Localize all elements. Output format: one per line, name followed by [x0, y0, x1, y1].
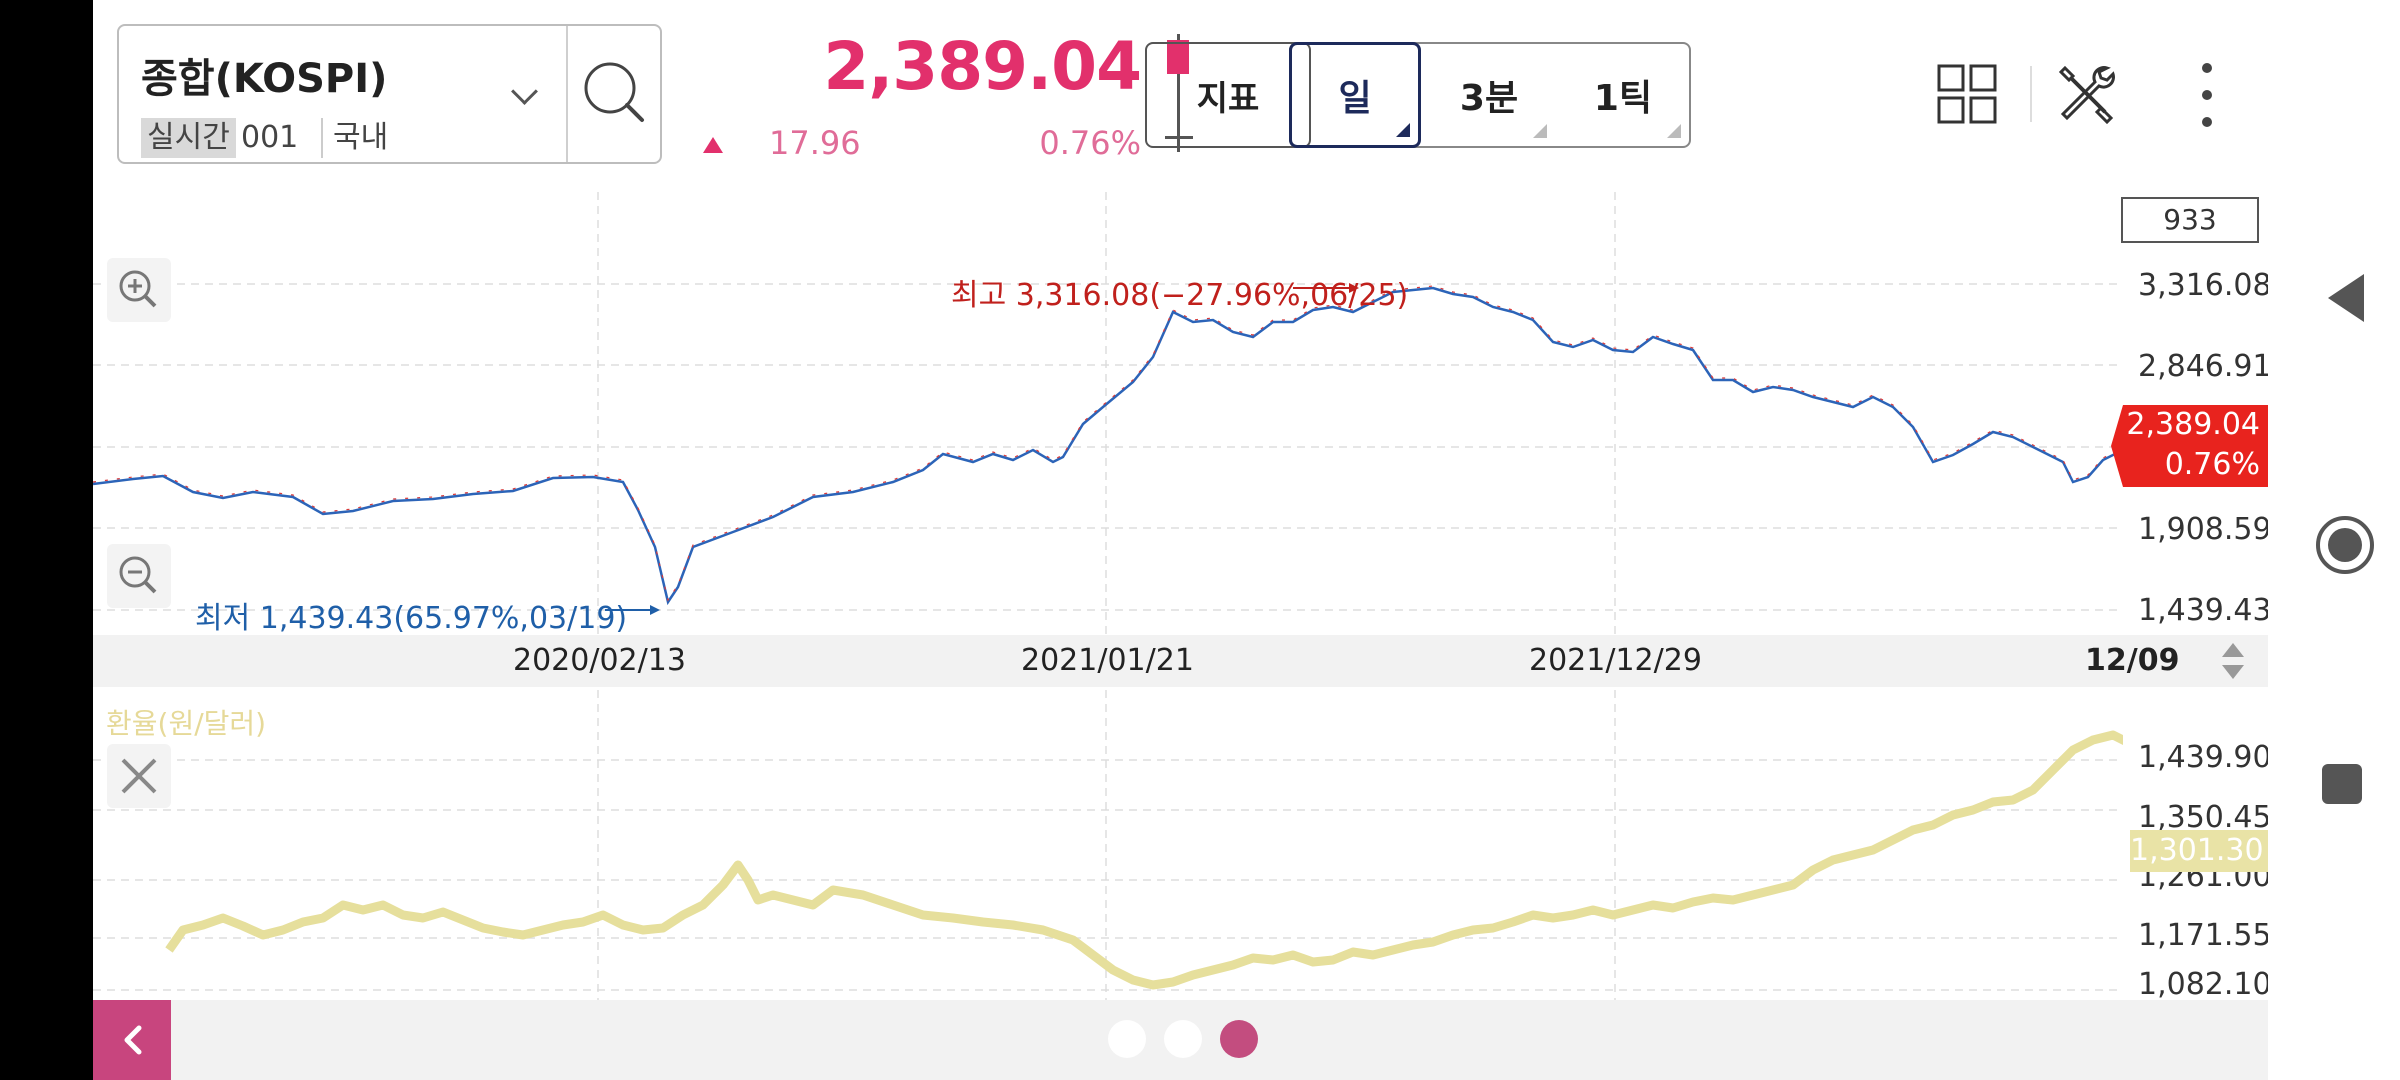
page-dot[interactable] — [1164, 1020, 1202, 1058]
fx-chart-title: 환율(원/달러) — [106, 707, 267, 740]
y-tick-label: 1,908.59 — [2138, 512, 2268, 547]
indicator-button[interactable]: 지표 — [1145, 42, 1311, 148]
market-region: 국내 — [321, 118, 388, 158]
divider — [2030, 66, 2032, 122]
y-tick-label: 3,316.08 — [2138, 268, 2268, 303]
zoom-in-button[interactable] — [107, 258, 171, 322]
home-circle-icon[interactable] — [2314, 514, 2376, 576]
x-tick-label: 2020/02/13 — [513, 643, 686, 678]
price-change: 17.96 — [769, 124, 861, 162]
market-selector[interactable]: 종합(KOSPI) 실시간 001 국내 — [117, 24, 662, 164]
fx-y-tick-label: 1,171.55 — [2138, 918, 2268, 953]
current-rate-value: 0.76% — [2164, 447, 2260, 482]
tools-icon[interactable] — [2055, 62, 2117, 124]
scroll-arrows-icon[interactable] — [2218, 641, 2248, 681]
period-3min-button[interactable]: 3분 — [1423, 44, 1555, 146]
period-day-button[interactable]: 일 — [1289, 42, 1421, 148]
current-price: 2,389.04 — [823, 28, 1142, 105]
search-icon — [584, 62, 644, 122]
kospi-chart[interactable] — [93, 192, 2123, 635]
candle-count[interactable]: 933 — [2121, 197, 2259, 243]
corner-icon — [1396, 123, 1410, 137]
back-button[interactable] — [93, 1000, 171, 1080]
back-triangle-icon[interactable] — [2324, 272, 2368, 324]
zoom-out-icon — [119, 556, 157, 594]
recents-square-icon[interactable] — [2320, 762, 2364, 806]
pager-bar — [93, 1000, 2268, 1080]
search-button[interactable] — [568, 26, 662, 162]
zoom-out-button[interactable] — [107, 544, 171, 608]
system-nav-bar — [2268, 0, 2400, 1080]
divider — [566, 26, 568, 162]
x-tick-label: 2021/12/29 — [1529, 643, 1702, 678]
chevron-down-icon[interactable] — [511, 78, 538, 105]
zoom-in-icon — [119, 270, 157, 308]
period-label: 1틱 — [1593, 78, 1653, 119]
market-code: 001 — [241, 120, 299, 155]
period-label: 일 — [1338, 78, 1372, 119]
market-name: 종합(KOSPI) — [141, 56, 388, 102]
corner-icon — [1533, 124, 1547, 138]
change-rate: 0.76% — [1039, 124, 1141, 162]
current-price-tag: 2,389.04 0.76% — [2111, 405, 2268, 487]
period-selector: 일 3분 1틱 — [1289, 42, 1691, 148]
current-price-value: 2,389.04 — [2126, 407, 2260, 442]
chart-app: 종합(KOSPI) 실시간 001 국내 2,389.04 17.96 0.76… — [93, 0, 2268, 1080]
x-tick-label: 12/09 — [2085, 643, 2180, 678]
y-tick-label: 1,439.43 — [2138, 593, 2268, 628]
up-arrow-icon — [703, 137, 723, 153]
chevron-left-icon — [124, 1025, 142, 1055]
fx-y-tick-label: 1,439.90 — [2138, 740, 2268, 775]
high-annotation: 최고 3,316.08(−27.96%,06/25) — [951, 278, 1409, 313]
fx-rate-chart[interactable] — [93, 690, 2123, 1000]
kospi-price-line — [93, 286, 2123, 606]
realtime-tag: 실시간 — [141, 118, 236, 158]
y-tick-label: 2,846.91 — [2138, 349, 2268, 384]
x-tick-label: 2021/01/21 — [1021, 643, 1194, 678]
more-vertical-icon[interactable] — [2195, 60, 2219, 130]
close-sub-chart-button[interactable] — [107, 744, 171, 808]
grid-icon[interactable] — [1937, 64, 1997, 124]
period-1tick-button[interactable]: 1틱 — [1557, 44, 1689, 146]
corner-icon — [1667, 124, 1681, 138]
page-dot-active[interactable] — [1220, 1020, 1258, 1058]
x-axis[interactable]: 2020/02/13 2021/01/21 2021/12/29 12/09 — [93, 635, 2268, 687]
fx-rate-line — [165, 730, 2123, 990]
fx-y-tick-label: 1,350.45 — [2138, 800, 2268, 835]
close-icon — [121, 758, 157, 794]
fx-y-tick-label: 1,082.10 — [2138, 967, 2268, 1002]
fx-current-value-tag: 1,301.30 — [2130, 830, 2268, 872]
period-label: 3분 — [1459, 78, 1519, 119]
low-annotation: 최저 1,439.43(65.97%,03/19) — [195, 601, 628, 636]
page-dot[interactable] — [1108, 1020, 1146, 1058]
